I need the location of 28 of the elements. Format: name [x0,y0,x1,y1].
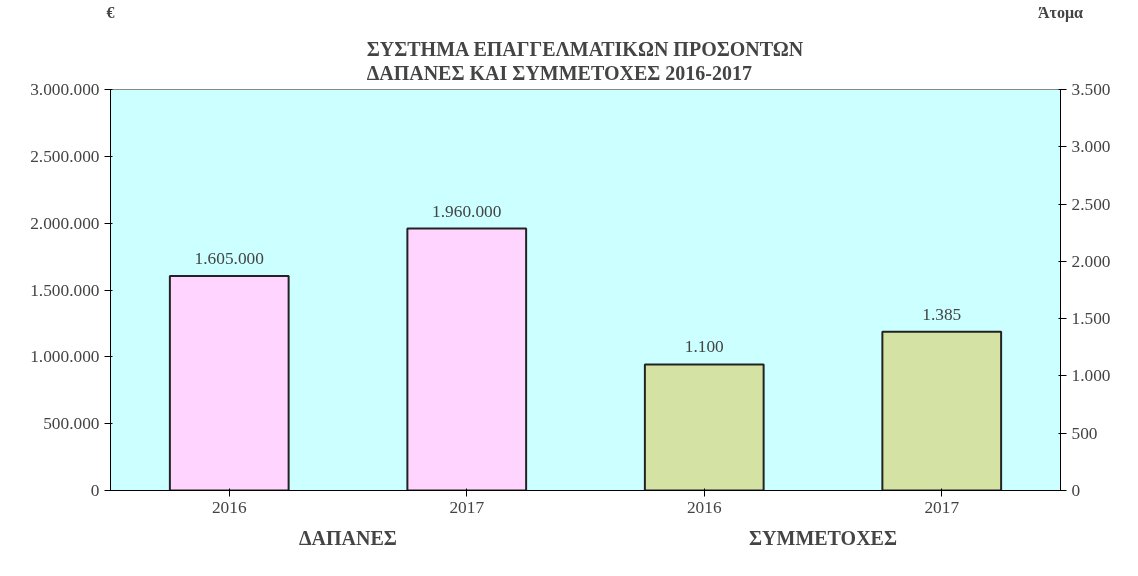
y2-tick-label: 3.000 [1071,137,1111,157]
data-label: 1.960.000 [432,201,502,221]
y2-axis-title: Άτομα [1038,3,1084,22]
data-label: 1.605.000 [194,248,264,268]
x-tick-label: 2017 [924,497,960,517]
y-tick-label: 500.000 [43,414,100,434]
y2-tick-label: 0 [1071,481,1081,500]
x-tick-label: 2016 [686,497,722,517]
data-label: 1.100 [684,337,724,357]
y-tick-label: 1.500.000 [30,280,100,300]
y-tick-label: 2.000.000 [30,213,100,233]
y2-tick-label: 2.000 [1071,251,1111,271]
text: ΔΑΠΑΝΕΣ [299,526,397,549]
data-label: 1.385 [922,304,962,324]
x-tick-label: 2017 [449,497,485,517]
chart-title: ΣΥΣΤΗΜΑ ΕΠΑΓΓΕΛΜΑΤΙΚΩΝ ΠΡΟΣΟΝΤΩΝ ΔΑΠΑΝΕΣ ΚΑΙ ΣΥΜΜΕΤΟΧΕΣ 2016-2017 [366,38,804,85]
y2-tick-label: 500 [1071,423,1098,443]
text: ΣΥΜΜΕΤΟΧΕΣ [749,526,898,549]
y2-tick-label: 2.500 [1071,194,1111,214]
y2-tick-label: 1.000 [1071,366,1111,386]
x-tick-label: 2016 [211,497,247,517]
y-tick-label: 2.500.000 [30,146,100,166]
y2-tick-label: 1.500 [1071,309,1111,329]
y-tick-label: 1.000.000 [30,347,100,367]
y-tick-label: 3.000.000 [30,80,100,99]
y-tick-label: 0 [90,481,100,500]
y-axis-title: € [106,3,115,21]
y2-tick-label: 3.500 [1071,80,1111,99]
